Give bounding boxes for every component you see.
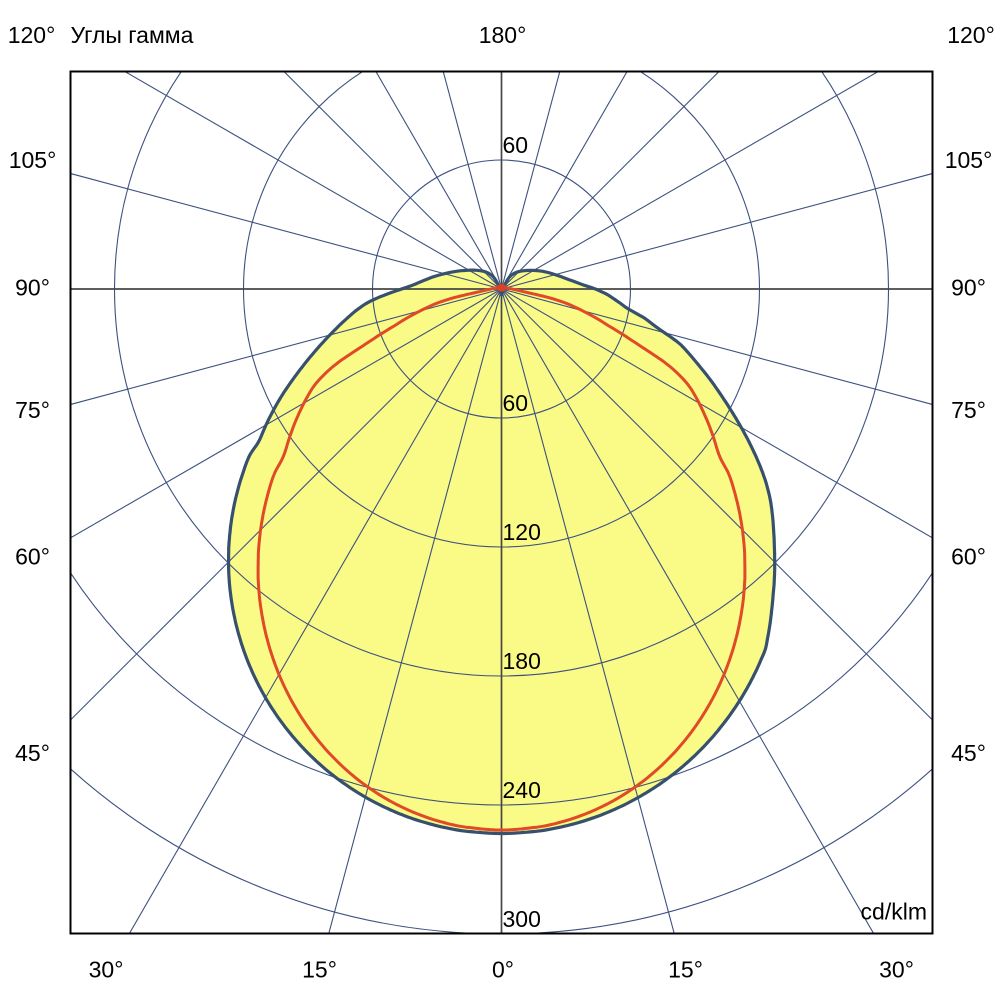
svg-text:Углы гамма: Углы гамма — [71, 22, 194, 48]
svg-text:45°: 45° — [15, 740, 50, 766]
svg-text:cd/klm: cd/klm — [861, 899, 927, 925]
svg-text:0°: 0° — [492, 957, 514, 983]
svg-text:30°: 30° — [89, 957, 124, 983]
svg-text:15°: 15° — [668, 957, 703, 983]
svg-text:75°: 75° — [951, 397, 986, 423]
svg-text:300: 300 — [503, 906, 541, 932]
svg-text:60: 60 — [503, 390, 529, 416]
svg-text:120°: 120° — [947, 22, 995, 48]
svg-text:105°: 105° — [945, 147, 993, 173]
svg-text:75°: 75° — [15, 397, 50, 423]
svg-text:15°: 15° — [302, 957, 337, 983]
svg-text:45°: 45° — [951, 740, 986, 766]
svg-text:60°: 60° — [951, 544, 986, 570]
svg-text:90°: 90° — [15, 275, 50, 301]
svg-text:90°: 90° — [951, 275, 986, 301]
svg-text:105°: 105° — [9, 147, 57, 173]
svg-text:60°: 60° — [15, 544, 50, 570]
svg-text:120°: 120° — [8, 22, 56, 48]
svg-text:240: 240 — [503, 777, 541, 803]
svg-text:120: 120 — [503, 519, 541, 545]
svg-text:180°: 180° — [479, 22, 527, 48]
svg-text:180: 180 — [503, 648, 541, 674]
svg-text:60: 60 — [503, 132, 529, 158]
svg-text:30°: 30° — [879, 957, 914, 983]
